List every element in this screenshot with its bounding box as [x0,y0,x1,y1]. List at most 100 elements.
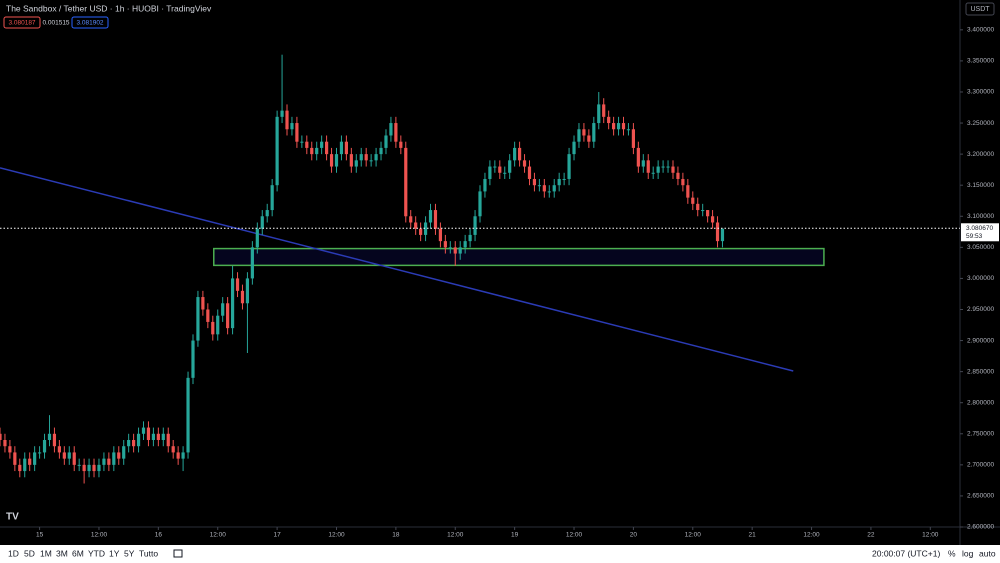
x-tick-label: 12:00 [91,532,108,539]
candle-body [216,315,220,335]
candle-body [661,166,665,168]
candle-body [483,178,487,192]
candle-body [315,147,319,155]
clock: 20:00:07 (UTC+1) [872,548,940,558]
ask-price: 3.081902 [76,20,103,27]
percent-toggle[interactable]: % [948,548,956,558]
candle-body [57,446,61,453]
x-tick-label: 20 [630,532,638,539]
candle-body [641,160,645,167]
trendline [0,167,794,372]
candle-body [141,427,146,434]
candle-body [87,464,91,472]
range-button[interactable]: Tutto [139,548,158,558]
candle-body [562,178,566,180]
candle-body [344,141,348,155]
candle-body [597,104,601,124]
candle-body [522,160,527,167]
candle-body [409,216,413,223]
candle-body [171,446,175,453]
candle-body [706,210,710,217]
candle-body [720,228,725,242]
candle-body [8,446,12,453]
candle-body [13,452,17,465]
candle-body [473,216,477,235]
candle-body [503,172,507,174]
candle-body [339,141,344,155]
candle-body [691,197,695,204]
y-tick-label: 3.300000 [967,89,994,96]
x-tick-label: 12:00 [922,532,939,539]
candle-body [369,160,373,162]
candle-body [359,154,363,161]
ask-chip[interactable] [71,16,109,29]
date-range-icon[interactable] [173,549,183,558]
candle-body [226,303,230,329]
candle-body [364,154,368,161]
candle-body [28,458,32,465]
x-tick-label: 21 [749,532,757,539]
candle-body [552,185,556,192]
range-button[interactable]: 1M [40,548,52,558]
log-toggle[interactable]: log [962,548,974,558]
candle-body [250,247,254,279]
candle-body [92,464,96,472]
candle-body [404,147,408,217]
candle-body [161,433,165,440]
candle-body [146,427,151,440]
y-tick-label: 3.000000 [967,275,994,282]
candle-body [626,129,631,131]
candle-body [300,141,304,143]
candle-body [621,123,626,130]
candle-body [310,147,314,155]
candle-body [666,166,670,168]
candle-body [715,222,720,242]
candle-body [399,141,403,148]
candle-body [542,185,546,192]
y-tick-label: 2.750000 [967,430,994,437]
candle-body [275,116,279,186]
candle-body [82,464,86,472]
candle-body [349,154,353,167]
range-button[interactable]: 3M [56,548,68,558]
candle-body [537,185,541,187]
y-tick-label: 3.050000 [967,244,994,251]
candle-body [255,228,259,248]
candle-body [72,452,76,465]
range-button[interactable]: 6M [72,548,84,558]
currency-button[interactable] [965,2,995,16]
logo-mark: TV [6,512,19,523]
candle-body [389,123,393,136]
candle-body [0,433,2,440]
candle-body [67,452,71,459]
y-tick-label: 3.350000 [967,58,994,65]
candle-body [592,123,596,142]
candle-body [696,203,700,211]
candle-body [320,141,324,148]
range-button[interactable]: YTD [88,548,105,558]
candle-body [23,458,27,472]
candle-body [646,160,650,173]
chart-background [0,0,1000,545]
range-button[interactable]: 5Y [124,548,135,558]
candle-body [37,452,42,454]
candle-body [676,172,680,179]
x-tick-label: 12:00 [328,532,345,539]
x-tick-label: 15 [36,532,44,539]
range-button[interactable]: 1D [8,548,19,558]
candle-body [181,452,185,459]
range-button[interactable]: 1Y [109,548,120,558]
auto-toggle[interactable]: auto [979,548,996,558]
candle-body [468,234,472,242]
y-tick-label: 3.400000 [967,27,994,34]
candle-body [547,191,551,193]
candle-body [132,439,136,447]
candle-body [636,147,640,167]
bid-chip[interactable] [3,16,41,29]
candle-body [423,222,428,235]
candle-body [419,228,423,235]
range-button[interactable]: 5D [24,548,35,558]
y-tick-label: 2.950000 [967,306,994,313]
candle-body [52,433,57,447]
